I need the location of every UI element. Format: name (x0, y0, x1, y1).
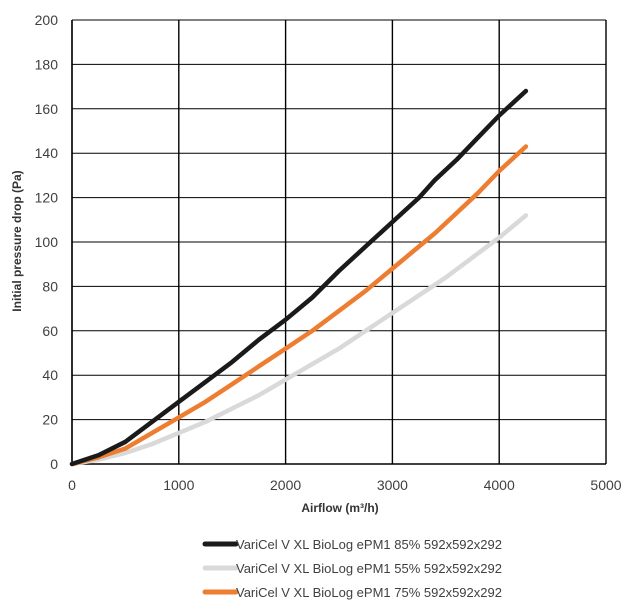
x-tick-label-5000: 5000 (590, 477, 621, 493)
x-tick-label-4000: 4000 (484, 477, 515, 493)
x-tick-label-3000: 3000 (377, 477, 408, 493)
x-tick-labels: 0 1000 2000 3000 4000 5000 (68, 477, 622, 493)
y-tick-label-100: 100 (35, 234, 59, 250)
x-tick-label-0: 0 (68, 477, 76, 493)
x-tick-label-2000: 2000 (270, 477, 301, 493)
y-tick-label-40: 40 (42, 367, 58, 383)
y-tick-label-140: 140 (35, 145, 59, 161)
y-tick-label-120: 120 (35, 190, 59, 206)
x-tick-label-1000: 1000 (163, 477, 194, 493)
series-line-1 (69, 88, 529, 467)
y-axis-title: Initial pressure drop (Pa) (10, 170, 24, 311)
y-tick-label-80: 80 (42, 278, 58, 294)
grid-lines (71, 19, 607, 465)
y-tick-label-160: 160 (35, 101, 59, 117)
y-tick-label-60: 60 (42, 323, 58, 339)
axes (71, 20, 606, 465)
y-tick-label-20: 20 (42, 412, 58, 428)
series-lines (69, 88, 529, 467)
legend-label-3: VariCel V XL BioLog ePM1 75% 592x592x292 (236, 585, 502, 600)
x-axis-title: Airflow (m³/h) (301, 501, 378, 515)
series-line-3 (69, 144, 529, 467)
legend-label-1: VariCel V XL BioLog ePM1 85% 592x592x292 (236, 537, 502, 552)
y-tick-labels: 0 20 40 60 80 100 120 140 160 180 200 (35, 12, 59, 472)
series-line-2 (69, 213, 529, 467)
y-tick-label-180: 180 (35, 56, 59, 72)
legend-label-2: VariCel V XL BioLog ePM1 55% 592x592x292 (236, 561, 502, 576)
y-tick-label-0: 0 (50, 456, 58, 472)
legend: VariCel V XL BioLog ePM1 85% 592x592x292… (202, 537, 502, 600)
y-tick-label-200: 200 (35, 12, 59, 28)
